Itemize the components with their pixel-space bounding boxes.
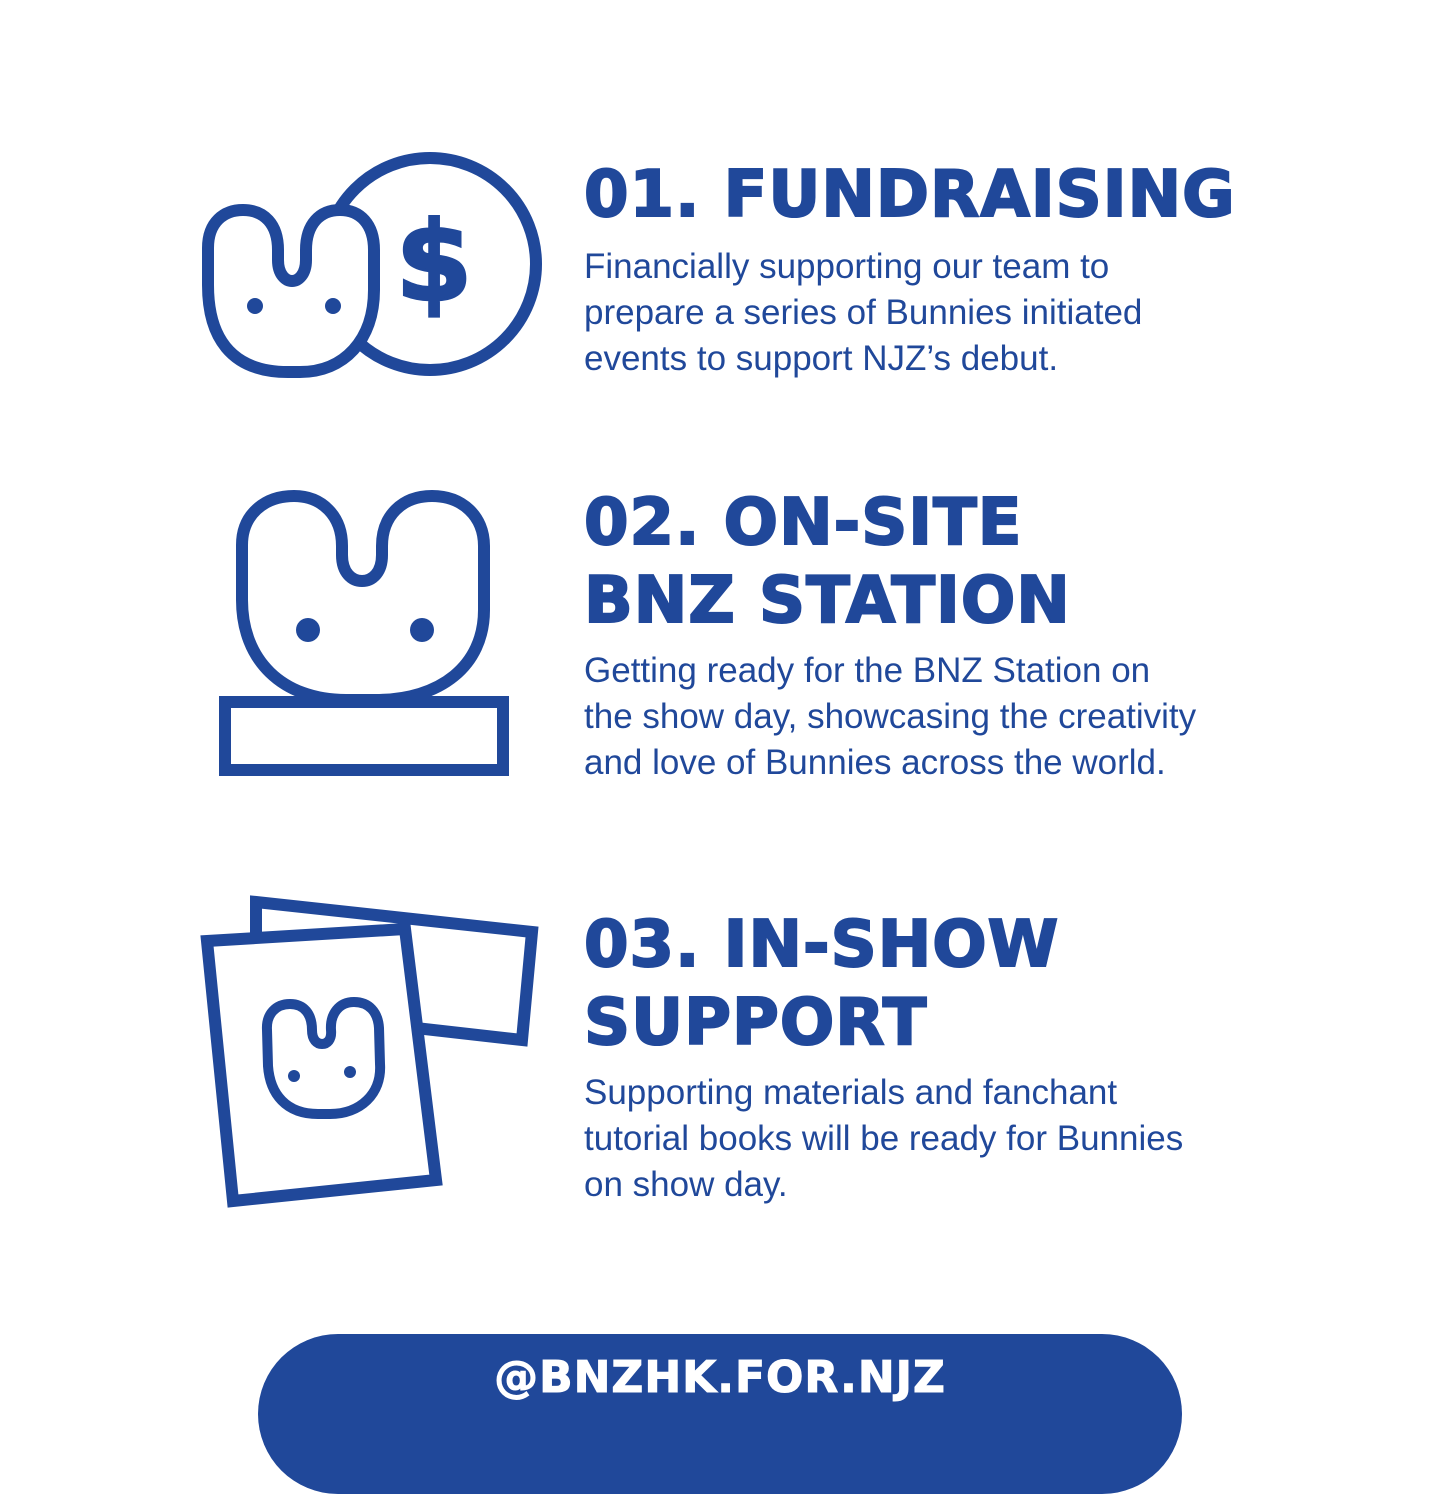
bunny-station-icon [214, 488, 514, 783]
description-line: events to support NJZ’s debut. [584, 339, 1059, 378]
description-line: and love of Bunnies across the world. [584, 743, 1166, 782]
section-heading-on-site-bnz-station: 02. ON-SITE BNZ STATION [583, 484, 1071, 640]
section-description-in-show-support: Supporting materials and fanchant tutori… [584, 1070, 1244, 1208]
heading-line: SUPPORT [583, 985, 928, 1061]
section-heading-in-show-support: 03. IN-SHOW SUPPORT [583, 906, 1060, 1062]
heading-line: 01. FUNDRAISING [583, 157, 1236, 233]
description-line: the show day, showcasing the creativity [584, 697, 1197, 736]
bunny-coin-icon: $ [196, 150, 546, 380]
section-description-bnz-station: Getting ready for the BNZ Station on the… [584, 648, 1244, 786]
section-description-fundraising: Financially supporting our team to prepa… [584, 244, 1244, 382]
description-line: Supporting materials and fanchant [584, 1073, 1118, 1112]
heading-line: 02. ON-SITE [583, 485, 1023, 561]
description-line: Getting ready for the BNZ Station on [584, 651, 1151, 690]
social-handle: @BNZHK.FOR.NJZ [494, 1352, 946, 1404]
description-line: Financially supporting our team to [584, 247, 1110, 286]
section-heading-fundraising: 01. FUNDRAISING [583, 156, 1236, 234]
svg-text:$: $ [396, 198, 473, 326]
description-line: on show day. [584, 1165, 788, 1204]
description-line: prepare a series of Bunnies initiated [584, 293, 1143, 332]
heading-line: 03. IN-SHOW [583, 907, 1060, 983]
bunny-cards-icon [196, 888, 546, 1218]
heading-line: BNZ STATION [583, 563, 1071, 639]
description-line: tutorial books will be ready for Bunnies [584, 1119, 1184, 1158]
